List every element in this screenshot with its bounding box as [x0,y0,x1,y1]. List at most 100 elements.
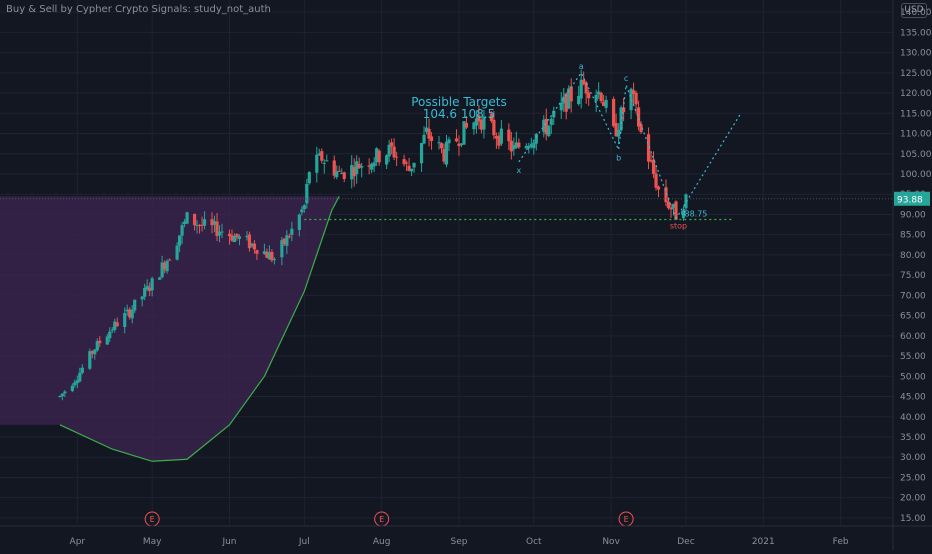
candle-body [562,96,566,104]
candle-body [437,142,441,144]
candle-body [569,86,573,102]
candle-body [280,240,284,258]
cup-pattern [0,195,340,462]
candle-body [392,146,396,158]
candle-body [88,351,92,369]
pattern-label-x: x [516,166,521,175]
candle-body [232,235,237,243]
candle-body [477,115,481,122]
projection-line [675,112,742,220]
time-tick-label: Dec [677,537,694,547]
candle-body [215,221,219,237]
candle-body [350,165,354,180]
price-tick-label: 125.00 [900,69,932,79]
candle-body [542,119,546,132]
candle-body [517,142,521,148]
price-tick-label: 80.00 [900,251,926,261]
candle-body [250,243,254,247]
candle-body [200,224,204,226]
candle-body [375,148,379,163]
candle-body [108,331,112,339]
earnings-marker-label: E [379,515,384,524]
candle-body [649,160,653,162]
candle-body [105,336,109,345]
candle-body [267,252,271,260]
candle-body [93,349,97,355]
price-tick-label: 55.00 [900,352,926,362]
stop-price-label: 88.75 [684,210,707,219]
candle-body [402,159,406,165]
time-tick-label: Oct [526,537,542,547]
earnings-marker-label: E [624,515,629,524]
candle-body [549,118,553,125]
candle-body [622,107,626,113]
candle-body [140,296,144,300]
candle-body [337,170,341,172]
candle-body [352,166,356,177]
last-price-label: 93.88 [897,196,923,206]
currency-button[interactable]: USD [901,3,927,18]
candle-body [63,391,67,394]
candle-body [651,159,656,174]
candle-body [407,165,411,171]
candle-body [265,251,269,258]
candle-body [674,201,678,220]
candle-body [317,153,321,156]
candle-body [217,231,222,236]
candle-body [160,262,164,278]
pattern-label-c: c [624,74,628,83]
candle-body [110,329,114,331]
candle-body [98,340,102,344]
candle-body [90,351,94,354]
price-tick-label: 40.00 [900,413,926,423]
candle-body [579,79,583,99]
candle-body [185,212,189,224]
candle-body [462,121,466,145]
candle-body [165,261,169,272]
candle-body [287,236,291,238]
candle-body [192,213,197,226]
candle-body [175,245,179,260]
candle-body [70,385,74,392]
candle-body [113,321,117,330]
candle-body [133,299,137,311]
price-tick-label: 20.00 [900,494,926,504]
candle-body [669,208,673,210]
candle-body [529,145,533,147]
study-title[interactable]: Buy & Sell by Cypher Crypto Signals: stu… [6,4,271,15]
candle-body [447,139,451,144]
earnings-marker-label: E [150,515,155,524]
candle-body [419,142,424,164]
candle-body [534,133,538,144]
candle-body [377,150,381,163]
candle-body [302,205,306,210]
time-tick-label: Jul [298,537,310,547]
candle-body [617,129,621,137]
candle-body [681,210,686,219]
candle-body [564,93,568,112]
price-tick-label: 100.00 [900,170,932,180]
candle-body [177,235,182,246]
candle-body [360,165,364,168]
cup-curve [59,195,340,462]
candle-body [597,91,601,95]
candle-body [614,123,618,137]
candle-body [227,233,232,237]
candle-body [577,95,581,105]
candle-body [197,224,202,226]
candle-body [285,235,289,246]
candle-body [631,90,636,95]
candle-body [58,396,62,398]
candle-body [252,243,257,250]
candle-body [524,145,528,149]
candle-body [509,140,513,152]
candle-body [182,221,187,225]
candle-body [342,172,346,179]
candle-body [150,278,154,291]
candle-body [73,382,77,386]
price-tick-label: 50.00 [900,372,926,382]
candle-body [145,285,149,290]
candle-body [532,142,536,149]
candle-body [559,102,563,111]
